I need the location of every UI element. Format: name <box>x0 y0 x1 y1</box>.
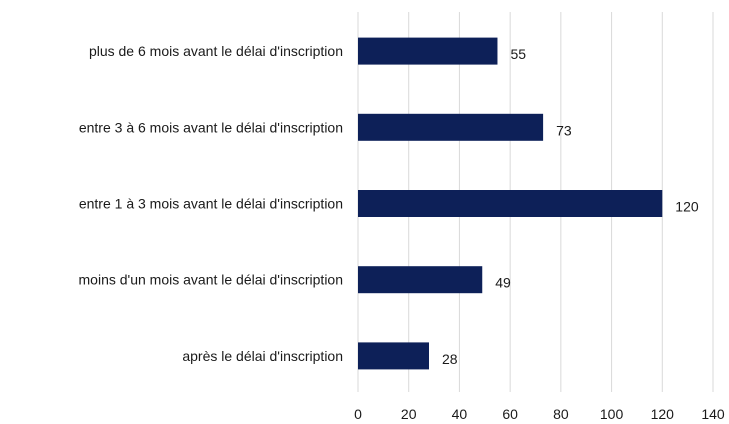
bars <box>358 37 663 370</box>
x-tick-label: 100 <box>600 406 624 422</box>
category-label: plus de 6 mois avant le délai d'inscript… <box>89 43 343 59</box>
x-tick-label: 60 <box>502 406 518 422</box>
bar <box>358 190 663 217</box>
bar <box>358 113 544 141</box>
data-label: 55 <box>510 46 526 62</box>
category-label: entre 1 à 3 mois avant le délai d'inscri… <box>79 196 343 212</box>
bar <box>358 266 483 294</box>
data-labels: 55 73 120 49 28 <box>442 46 699 367</box>
data-label: 28 <box>442 351 458 367</box>
data-label: 73 <box>556 122 572 138</box>
data-label: 120 <box>675 199 699 215</box>
x-tick-label: 40 <box>452 406 468 422</box>
x-tick-label: 120 <box>651 406 675 422</box>
x-tick-label: 140 <box>701 406 725 422</box>
x-tick-label: 20 <box>401 406 417 422</box>
x-tick-label: 0 <box>354 406 362 422</box>
category-label: après le délai d'inscription <box>182 348 343 364</box>
category-label: moins d'un mois avant le délai d'inscrip… <box>79 272 343 288</box>
bar <box>358 37 498 65</box>
category-label: entre 3 à 6 mois avant le délai d'inscri… <box>79 119 343 135</box>
x-axis-tick-labels: 0 20 40 60 80 100 120 140 <box>354 406 725 422</box>
bar <box>358 342 429 370</box>
data-label: 49 <box>495 275 511 291</box>
x-tick-label: 80 <box>553 406 569 422</box>
category-labels: plus de 6 mois avant le délai d'inscript… <box>79 43 343 364</box>
